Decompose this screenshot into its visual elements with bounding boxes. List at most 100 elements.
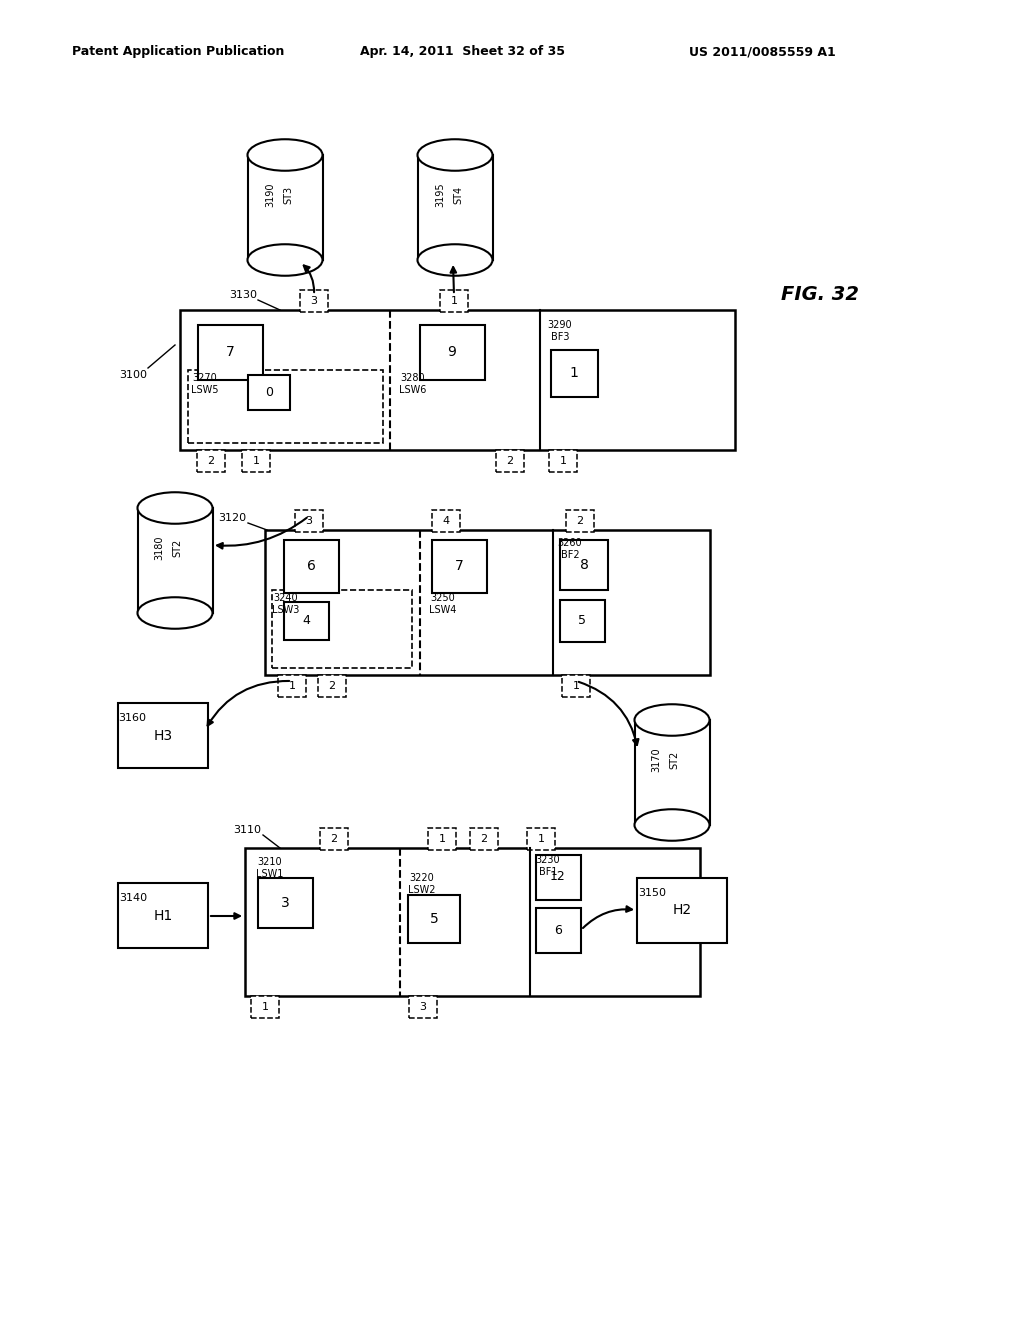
Bar [248,154,323,260]
Text: BF1: BF1 [539,867,557,876]
Bar [284,540,339,593]
Bar [284,602,329,640]
Text: H3: H3 [154,729,173,743]
Text: 3195: 3195 [435,182,445,207]
Ellipse shape [137,492,213,524]
Text: 6: 6 [306,558,315,573]
Bar [242,450,270,473]
Bar [265,531,710,675]
Text: 0: 0 [265,385,273,399]
Text: 3210: 3210 [258,857,283,867]
Bar [300,290,328,312]
Bar [188,370,383,444]
Bar [248,375,290,411]
Text: 9: 9 [447,345,457,359]
Bar [408,895,460,942]
Text: 7: 7 [455,558,464,573]
Text: ST2: ST2 [172,539,182,557]
Text: 1: 1 [438,834,445,843]
Text: LSW4: LSW4 [429,605,457,615]
Bar [319,828,348,850]
Bar [251,997,279,1018]
Text: 2: 2 [329,681,336,690]
Text: 8: 8 [580,558,589,572]
Bar [536,855,581,900]
Text: 3260: 3260 [558,539,583,548]
Text: H2: H2 [673,903,691,917]
Text: 3230: 3230 [536,855,560,865]
Ellipse shape [635,705,710,735]
Text: 2: 2 [507,455,514,466]
Text: 1: 1 [451,296,458,306]
Bar [432,510,460,532]
Bar [496,450,524,473]
Bar [278,675,306,697]
Text: Apr. 14, 2011  Sheet 32 of 35: Apr. 14, 2011 Sheet 32 of 35 [359,45,564,58]
Text: 3190: 3190 [265,182,275,207]
Bar [272,590,412,668]
Text: 2: 2 [208,455,215,466]
Bar [197,450,225,473]
Bar [637,878,727,942]
Bar [295,510,323,532]
Bar [440,290,468,312]
Bar [560,601,605,642]
Text: 2: 2 [577,516,584,525]
Text: LSW2: LSW2 [409,884,436,895]
Ellipse shape [418,244,493,276]
Text: 5: 5 [430,912,438,927]
Text: LSW6: LSW6 [399,385,427,395]
Bar [418,154,493,260]
Ellipse shape [635,809,710,841]
Text: 2: 2 [331,834,338,843]
Text: 3160: 3160 [118,713,146,723]
Text: LSW3: LSW3 [272,605,300,615]
Text: 4: 4 [302,615,310,627]
Text: ST4: ST4 [453,186,463,205]
Text: 1: 1 [569,366,579,380]
Text: 3290: 3290 [548,319,572,330]
Text: 3180: 3180 [154,536,164,560]
Bar [560,540,608,590]
Bar [551,350,598,397]
Bar [420,325,485,380]
Bar [118,704,208,768]
Bar [428,828,456,850]
Text: 1: 1 [572,681,580,690]
Bar [527,828,555,850]
Bar [432,540,487,593]
Text: 3270: 3270 [193,374,217,383]
Bar [137,508,213,612]
Text: 1: 1 [289,681,296,690]
Text: 7: 7 [225,345,234,359]
Text: 12: 12 [550,870,566,883]
Bar [549,450,577,473]
Text: 2: 2 [480,834,487,843]
Bar [470,828,498,850]
Text: 3240: 3240 [273,593,298,603]
Text: 1: 1 [253,455,259,466]
Bar [566,510,594,532]
Text: FIG. 32: FIG. 32 [781,285,859,305]
Ellipse shape [248,139,323,170]
Ellipse shape [248,244,323,276]
Text: BF3: BF3 [551,333,569,342]
Text: 3280: 3280 [400,374,425,383]
Text: 3: 3 [420,1002,427,1012]
Text: LSW5: LSW5 [191,385,219,395]
Bar [635,719,710,825]
Text: 5: 5 [578,615,586,627]
Text: 3250: 3250 [431,593,456,603]
Text: BF2: BF2 [561,550,580,560]
Bar [562,675,590,697]
Bar [245,847,700,997]
Text: Patent Application Publication: Patent Application Publication [72,45,285,58]
Ellipse shape [137,597,213,628]
Ellipse shape [418,139,493,170]
Text: 3: 3 [281,896,290,909]
Text: ST2: ST2 [669,751,679,770]
Bar [318,675,346,697]
Text: 1: 1 [559,455,566,466]
Bar [258,878,313,928]
Text: 3140: 3140 [119,894,147,903]
